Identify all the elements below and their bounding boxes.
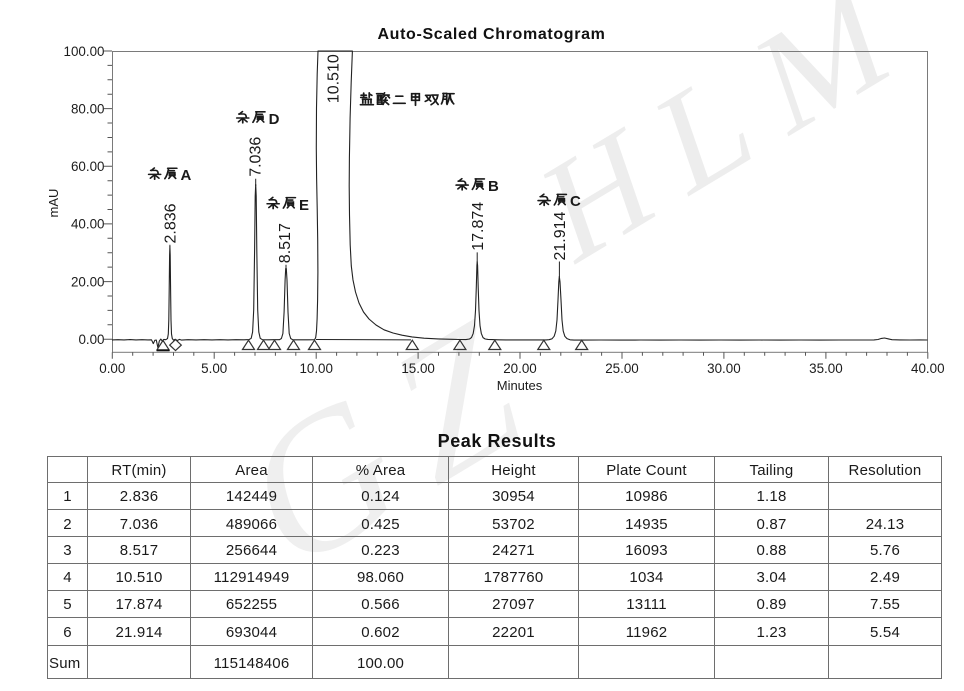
svg-text:D: D [269, 111, 280, 128]
svg-text:60.00: 60.00 [71, 159, 105, 174]
svg-text:80.00: 80.00 [71, 101, 105, 116]
svg-text:B: B [488, 178, 499, 195]
svg-text:20.00: 20.00 [71, 274, 105, 289]
svg-text:17.874: 17.874 [470, 202, 487, 251]
svg-text:A: A [181, 167, 192, 184]
svg-text:25.00: 25.00 [605, 361, 639, 376]
svg-text:7.036: 7.036 [248, 137, 265, 177]
svg-text:15.00: 15.00 [401, 361, 435, 376]
svg-text:10.00: 10.00 [299, 361, 333, 376]
svg-text:100.00: 100.00 [64, 44, 105, 59]
svg-text:C: C [570, 193, 581, 210]
svg-text:0.00: 0.00 [78, 332, 104, 347]
svg-text:10.510: 10.510 [326, 54, 343, 103]
svg-text:E: E [299, 197, 309, 214]
svg-text:40.00: 40.00 [911, 361, 945, 376]
svg-text:Minutes: Minutes [497, 378, 543, 393]
svg-text:35.00: 35.00 [809, 361, 843, 376]
svg-text:mAU: mAU [46, 189, 61, 218]
svg-text:0.00: 0.00 [99, 361, 125, 376]
svg-text:5.00: 5.00 [201, 361, 227, 376]
svg-text:2.836: 2.836 [162, 203, 179, 243]
svg-text:30.00: 30.00 [707, 361, 741, 376]
svg-text:20.00: 20.00 [503, 361, 537, 376]
svg-text:21.914: 21.914 [552, 211, 569, 260]
svg-text:8.517: 8.517 [277, 223, 294, 263]
svg-text:40.00: 40.00 [71, 217, 105, 232]
